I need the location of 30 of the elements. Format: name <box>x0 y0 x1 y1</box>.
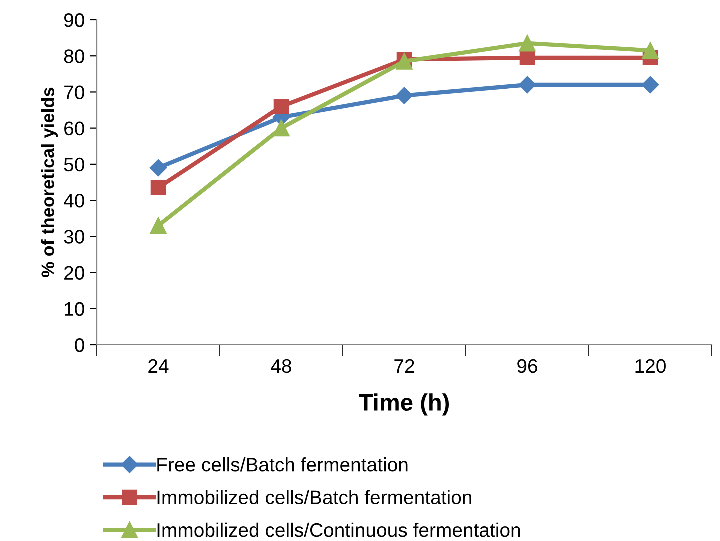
point <box>273 120 290 137</box>
point <box>150 180 166 196</box>
x-axis-title: Time (h) <box>359 394 450 416</box>
y-tick-label: 80 <box>64 50 84 64</box>
y-tick-label: 20 <box>64 266 84 280</box>
point <box>518 76 536 94</box>
y-tick-label: 70 <box>64 86 84 100</box>
x-tick-label: 72 <box>394 359 414 373</box>
y-tick-label: 50 <box>64 158 84 172</box>
y-tick-label: 30 <box>64 230 84 244</box>
point <box>150 218 167 234</box>
y-axis-title: % of theoretical yields <box>41 88 58 278</box>
y-tick-label: 60 <box>64 122 84 136</box>
y-tick-label: 10 <box>65 302 84 316</box>
legend-label: Immobilized cells/Continuous fermentation <box>158 522 520 538</box>
y-tick-label: 0 <box>75 338 84 352</box>
y-tick-label: 40 <box>64 194 84 208</box>
point <box>274 99 290 114</box>
point <box>150 160 168 177</box>
legend-label: Immobilized cells/Batch fermentation <box>158 490 472 504</box>
point <box>642 42 659 60</box>
point <box>396 87 414 104</box>
x-tick-label: 96 <box>518 359 538 374</box>
x-tick-label: 120 <box>636 359 666 374</box>
y-tick-label: 90 <box>64 13 84 28</box>
point <box>519 35 536 52</box>
point <box>642 76 660 94</box>
legend-label: Free cells/Batch fermentation <box>158 458 408 472</box>
x-tick-label: 48 <box>271 359 292 374</box>
x-tick-label: 24 <box>148 359 169 373</box>
